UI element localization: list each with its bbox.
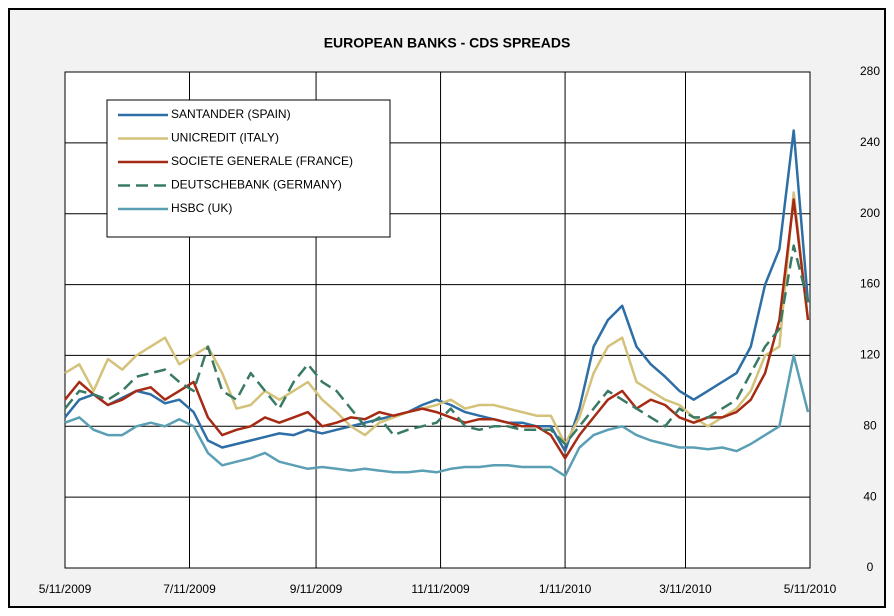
x-tick-label: 5/11/2009 <box>39 582 92 596</box>
y-tick-label: 160 <box>860 277 880 291</box>
y-tick-label: 40 <box>863 489 877 503</box>
y-tick-label: 200 <box>860 206 880 220</box>
legend-label: SOCIETE GENERALE (FRANCE) <box>171 154 353 168</box>
x-tick-label: 7/11/2009 <box>163 582 216 596</box>
legend-label: UNICREDIT (ITALY) <box>171 131 279 145</box>
x-tick-label: 3/11/2010 <box>659 582 712 596</box>
x-tick-label: 11/11/2009 <box>411 582 470 596</box>
y-tick-label: 0 <box>867 560 874 574</box>
y-tick-label: 80 <box>863 418 877 432</box>
x-tick-label: 9/11/2009 <box>290 582 343 596</box>
series-line <box>64 129 810 453</box>
legend-label: HSBC (UK) <box>171 201 232 215</box>
legend-box <box>106 99 391 238</box>
series-line <box>64 354 810 478</box>
x-tick-label: 1/11/2010 <box>539 582 592 596</box>
y-tick-label: 120 <box>860 348 880 362</box>
chart-title: EUROPEAN BANKS - CDS SPREADS <box>324 35 571 51</box>
series-line <box>64 198 810 460</box>
legend: SANTANDER (SPAIN) UNICREDIT (ITALY) SOCIET… <box>106 99 391 238</box>
y-tick-label: 240 <box>860 135 880 149</box>
series-line <box>64 244 810 446</box>
lines <box>64 129 810 478</box>
series-line <box>64 191 810 446</box>
legend-label: DEUTSCHEBANK (GERMANY) <box>171 178 342 192</box>
legend-label: SANTANDER (SPAIN) <box>171 107 291 121</box>
x-tick-label: 5/11/2010 <box>784 582 837 596</box>
y-tick-label: 280 <box>860 64 880 78</box>
